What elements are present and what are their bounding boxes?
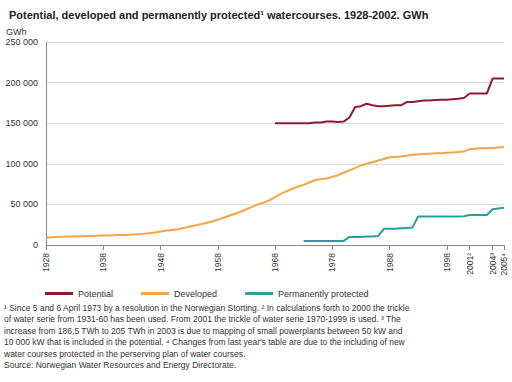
svg-text:Potential: Potential (78, 289, 113, 299)
svg-text:increase from 186,5 TWh to 205: increase from 186,5 TWh to 205 TWh in 20… (4, 326, 403, 336)
svg-text:Permanently protected: Permanently protected (278, 289, 369, 299)
svg-text:2004³: 2004³ (488, 253, 498, 275)
svg-text:of water serie from 1931-60 ha: of water serie from 1931-60 has been use… (4, 314, 401, 324)
svg-text:200 000: 200 000 (5, 78, 38, 88)
svg-text:150 000: 150 000 (5, 118, 38, 128)
svg-text:1938: 1938 (98, 253, 108, 272)
svg-text:250 000: 250 000 (5, 37, 38, 47)
svg-text:1968: 1968 (270, 253, 280, 272)
svg-text:50 000: 50 000 (10, 199, 38, 209)
svg-text:GWh: GWh (6, 27, 27, 37)
svg-text:Developed: Developed (174, 289, 217, 299)
svg-text:100 000: 100 000 (5, 159, 38, 169)
svg-text:Potential, developed and perma: Potential, developed and permanently pro… (9, 9, 429, 21)
svg-text:1928: 1928 (41, 253, 51, 272)
svg-text:Source: Norwegian Water Resour: Source: Norwegian Water Resources and En… (4, 360, 236, 370)
svg-text:1948: 1948 (156, 253, 166, 272)
svg-text:10 000 kW that is included in: 10 000 kW that is included in the potent… (4, 337, 406, 347)
svg-text:water courses protected in the: water courses protected in the perservin… (3, 349, 245, 359)
svg-text:2005⁴: 2005⁴ (499, 253, 509, 276)
svg-text:0: 0 (33, 240, 38, 250)
svg-text:1958: 1958 (213, 253, 223, 272)
svg-text:2001²: 2001² (465, 253, 475, 275)
svg-text:1998: 1998 (442, 253, 452, 272)
svg-text:1978: 1978 (327, 253, 337, 272)
svg-text:1988: 1988 (385, 253, 395, 272)
svg-text:¹ Since 5 and 6 April 1973 by: ¹ Since 5 and 6 April 1973 by a resoluti… (4, 303, 410, 313)
